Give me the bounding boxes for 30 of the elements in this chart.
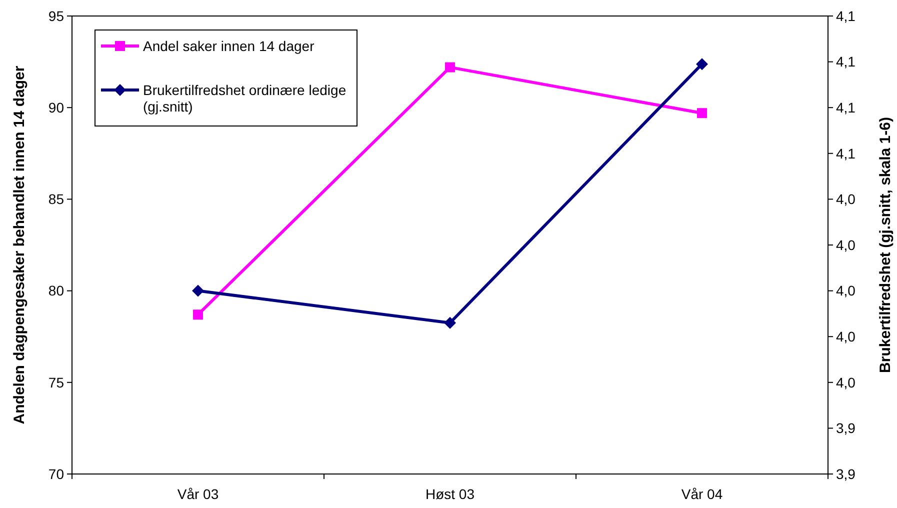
legend-label: Andel saker innen 14 dager: [143, 38, 315, 54]
y2-axis-title: Brukertilfredshet (gj.snitt, skala 1-6): [877, 117, 894, 373]
y-tick-label: 95: [48, 8, 64, 24]
y2-tick-label: 4,0: [836, 236, 856, 253]
y2-tick-label: 4,0: [836, 328, 856, 344]
y2-tick-label: 4,0: [836, 282, 856, 299]
y2-tick-label: 4,1: [836, 54, 856, 70]
y-tick-label: 85: [48, 191, 64, 208]
y-tick-label: 80: [48, 282, 64, 299]
legend-label: Brukertilfredshet ordinære ledige (gj.snitt): [143, 82, 346, 115]
point: [444, 316, 456, 329]
point: [193, 310, 203, 320]
y2-tick-label: 3,9: [836, 420, 856, 436]
point: [697, 108, 707, 118]
y2-tick-label: 4,1: [836, 100, 856, 116]
point: [696, 58, 708, 70]
y-tick-label: 75: [48, 374, 64, 390]
y2-tick-label: 4,0: [836, 374, 856, 390]
y-axis-title: Andelen dagpengesaker behandlet innen 14 dager: [11, 66, 28, 424]
point: [192, 284, 204, 297]
y2-tick-label: 4,1: [836, 145, 856, 162]
x-tick-label: Vår 04: [681, 486, 723, 502]
x-tick-label: Vår 03: [177, 486, 219, 502]
y2-tick-label: 4,0: [836, 191, 856, 208]
y-tick-label: 90: [48, 100, 64, 116]
y2-tick-label: 4,1: [836, 8, 856, 24]
y2-tick-label: 3,9: [836, 466, 856, 482]
y-tick-label: 70: [48, 466, 64, 482]
point: [445, 62, 455, 72]
x-tick-label: Høst 03: [425, 486, 475, 502]
